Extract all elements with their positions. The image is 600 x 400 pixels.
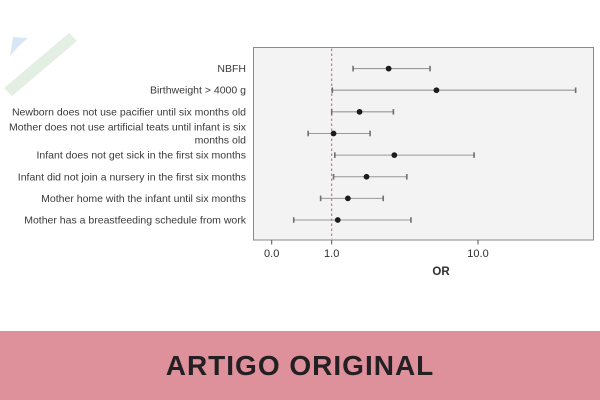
forest-row: NBFH [217, 63, 431, 75]
forest-row: Mother does not use artificial teats unt… [9, 121, 371, 147]
banner: ARTIGO ORIGINAL [0, 331, 600, 400]
or-point [385, 65, 392, 72]
forest-row: Mother has a breastfeeding schedule from… [24, 215, 412, 227]
row-label: Mother home with the infant until six mo… [41, 193, 246, 205]
or-point [356, 108, 363, 115]
x-axis-label: OR [432, 266, 450, 278]
or-point [433, 87, 440, 94]
or-point [363, 173, 370, 180]
forest-row: Infant does not get sick in the first si… [36, 150, 475, 162]
forest-row: Infant did not join a nursery in the fir… [18, 171, 408, 183]
row-label: Birthweight > 4000 g [150, 85, 246, 97]
banner-title: ARTIGO ORIGINAL [165, 349, 435, 381]
forest-row: Newborn does not use pacifier until six … [12, 106, 395, 118]
plot-area [253, 47, 594, 241]
or-point [334, 217, 341, 223]
or-point [391, 152, 398, 159]
row-label: Mother has a breastfeeding schedule from… [24, 215, 247, 227]
or-point [330, 130, 337, 137]
row-label: Mother does not use artificial teats unt… [9, 121, 247, 133]
row-label: Newborn does not use pacifier until six … [12, 106, 246, 118]
or-point [344, 195, 351, 202]
x-tick-label: 1.0 [324, 248, 339, 260]
x-tick-label: 10.0 [467, 248, 488, 260]
row-label: NBFH [217, 63, 246, 75]
x-tick-label: 0.0 [264, 248, 279, 260]
forest-row: Birthweight > 4000 g [150, 85, 577, 97]
row-label: Infant did not join a nursery in the fir… [18, 171, 246, 183]
forest-row: Mother home with the infant until six mo… [41, 193, 385, 205]
forest-plot: OR NBFH Birthweight > 4000 g Newborn does … [9, 47, 594, 278]
row-label: Infant does not get sick in the first si… [36, 150, 246, 162]
row-label: months old [195, 135, 247, 147]
